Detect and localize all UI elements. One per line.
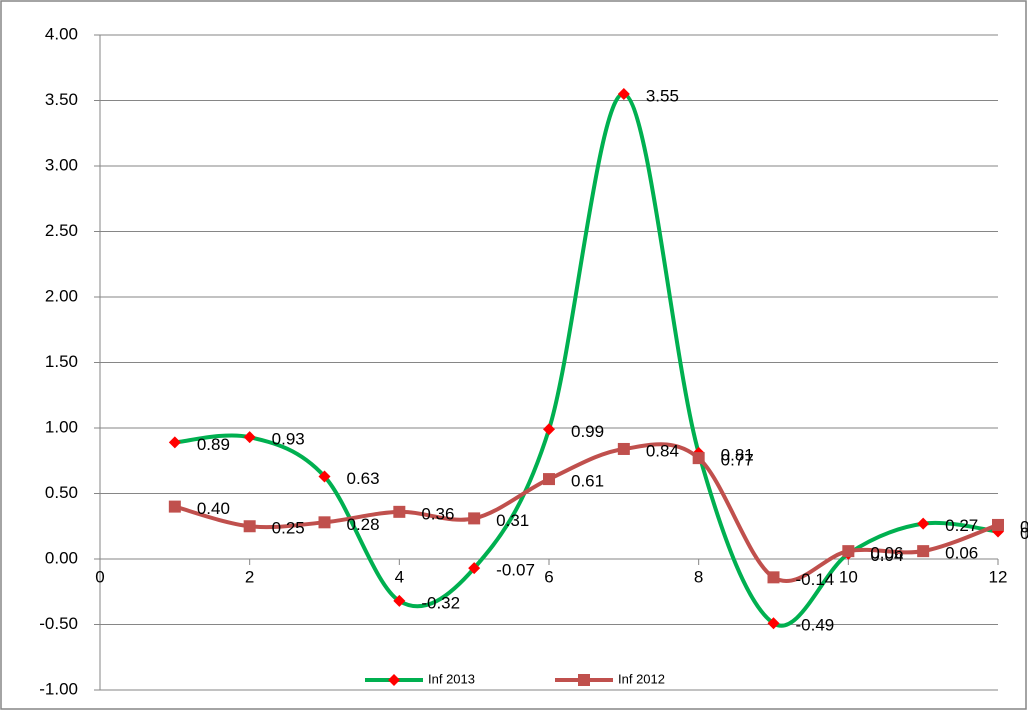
- data-label: 0.25: [272, 519, 305, 538]
- data-label: 0.26: [1020, 517, 1028, 536]
- y-tick-label: 3.00: [45, 155, 78, 174]
- data-label: 0.63: [347, 469, 380, 488]
- legend-marker: [388, 674, 400, 686]
- data-label: 0.93: [272, 430, 305, 449]
- data-label: 0.28: [347, 515, 380, 534]
- data-point: [917, 517, 930, 530]
- data-point: [917, 545, 930, 558]
- data-point: [393, 505, 406, 518]
- data-label: -0.49: [796, 616, 835, 635]
- data-point: [168, 500, 181, 513]
- y-tick-label: 0.00: [45, 548, 78, 567]
- data-label: 0.40: [197, 499, 230, 518]
- data-label: 0.36: [421, 504, 454, 523]
- x-tick-label: 4: [395, 567, 404, 586]
- data-point: [617, 442, 630, 455]
- y-tick-label: 0.50: [45, 483, 78, 502]
- data-point: [543, 423, 555, 436]
- data-label: -0.32: [421, 593, 460, 612]
- x-tick-label: 8: [694, 567, 703, 586]
- data-point: [393, 594, 406, 607]
- data-label: 0.99: [571, 422, 604, 441]
- x-tick-label: 0: [95, 567, 104, 586]
- y-tick-label: 2.50: [45, 221, 78, 240]
- data-label: 0.31: [496, 511, 529, 530]
- y-tick-label: 3.50: [45, 90, 78, 109]
- data-point: [992, 518, 1004, 531]
- data-point: [767, 617, 780, 630]
- data-label: -0.07: [496, 561, 535, 580]
- series-line: [174, 91, 999, 628]
- data-label: 0.27: [945, 516, 978, 535]
- data-label: 0.89: [197, 435, 230, 454]
- data-point: [692, 452, 705, 465]
- y-tick-label: 2.00: [45, 286, 78, 305]
- x-tick-label: 6: [544, 567, 553, 586]
- data-point: [842, 545, 855, 558]
- x-tick-label: 2: [245, 567, 254, 586]
- data-label: 0.06: [945, 544, 978, 563]
- legend-label: Inf 2012: [618, 671, 665, 686]
- data-point: [318, 516, 331, 529]
- data-label: 0.61: [571, 472, 604, 491]
- data-label: 0.81: [721, 445, 754, 464]
- data-label: 0.77: [721, 451, 754, 470]
- legend-marker: [578, 674, 590, 686]
- data-label: 3.55: [646, 86, 679, 105]
- data-label: 0.84: [646, 441, 679, 460]
- data-label: -0.14: [796, 570, 835, 589]
- data-label: 0.06: [870, 544, 903, 563]
- data-point: [617, 87, 630, 100]
- y-tick-label: -1.00: [39, 679, 78, 698]
- data-point: [168, 436, 181, 449]
- y-tick-label: 1.00: [45, 417, 78, 436]
- x-tick-label: 12: [989, 567, 1008, 586]
- data-point: [468, 512, 481, 525]
- data-point: [468, 562, 481, 575]
- y-tick-label: -0.50: [39, 614, 78, 633]
- x-tick-label: 10: [839, 567, 858, 586]
- data-point: [767, 571, 780, 584]
- legend-label: Inf 2013: [428, 671, 475, 686]
- data-point: [243, 520, 256, 533]
- y-tick-label: 1.50: [45, 352, 78, 371]
- y-tick-label: 4.00: [45, 24, 78, 43]
- data-point: [318, 470, 331, 483]
- data-point: [543, 473, 555, 486]
- data-label: 0.21: [1020, 524, 1028, 543]
- data-point: [243, 431, 256, 444]
